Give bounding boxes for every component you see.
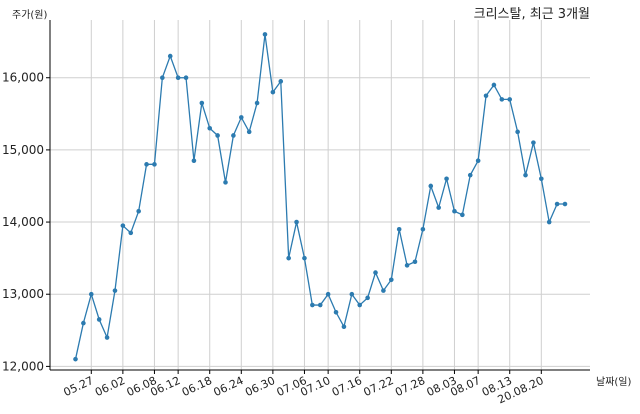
price-point: [160, 75, 165, 81]
x-tick-label: 06.02: [93, 374, 127, 399]
price-point: [231, 133, 236, 138]
price-point: [96, 317, 102, 322]
price-point: [365, 295, 370, 301]
price-point: [199, 100, 205, 106]
price-point: [554, 201, 560, 207]
price-point: [507, 97, 513, 102]
price-point: [389, 277, 394, 283]
x-tick-label: 07.22: [362, 374, 396, 399]
price-point: [73, 356, 78, 362]
price-point: [436, 205, 441, 210]
price-point: [333, 309, 339, 315]
price-point: [428, 183, 434, 189]
price-point: [167, 53, 173, 59]
price-point: [531, 140, 536, 145]
x-axis-label: 날짜(일): [596, 376, 632, 388]
price-point: [223, 180, 228, 185]
price-point: [381, 288, 386, 293]
price-point: [286, 255, 291, 261]
price-point: [128, 230, 134, 236]
y-tick-labels: 12,000 13,000 14,000 15,000 16,000: [2, 71, 50, 373]
price-point: [246, 129, 252, 135]
price-point: [404, 263, 410, 268]
price-point: [112, 288, 118, 293]
x-tick-label: 07.28: [393, 374, 427, 399]
y-tick-label: 14,000: [2, 215, 44, 229]
price-point: [491, 82, 497, 88]
price-point: [175, 75, 181, 81]
price-points: [73, 32, 568, 362]
y-tick-label: 15,000: [2, 143, 44, 157]
price-point: [420, 226, 426, 232]
price-point: [120, 223, 126, 228]
x-tick-label: 06.18: [180, 374, 214, 399]
axes: [49, 20, 590, 371]
price-point: [546, 219, 552, 225]
price-point: [262, 32, 268, 37]
price-point: [183, 75, 189, 81]
price-point: [81, 320, 86, 326]
x-tick-label: 06.30: [243, 374, 277, 399]
price-point: [310, 302, 315, 308]
x-tick-label: 07.16: [330, 374, 364, 399]
price-point: [412, 259, 418, 265]
y-axis-label: 주가(원): [12, 9, 48, 21]
price-point: [152, 162, 157, 167]
price-point: [254, 100, 260, 106]
chart-title: 크리스탈, 최근 3개월: [474, 7, 590, 22]
y-tick-label: 12,000: [2, 359, 44, 373]
price-point: [88, 291, 94, 297]
price-point: [396, 226, 402, 232]
price-point: [444, 176, 449, 182]
grid: [50, 20, 590, 370]
price-point: [302, 255, 307, 261]
y-tick-label: 13,000: [2, 287, 44, 301]
price-point: [475, 158, 481, 164]
x-tick-labels: 05.2706.0206.0806.1206.1806.2406.3007.06…: [62, 370, 546, 406]
price-point: [215, 133, 220, 138]
price-point: [562, 201, 568, 207]
price-point: [238, 115, 244, 120]
price-point: [294, 219, 299, 225]
price-line: [74, 34, 565, 360]
price-point: [270, 89, 276, 95]
price-point: [207, 125, 213, 131]
price-point: [325, 291, 331, 297]
price-point: [483, 93, 489, 99]
price-point: [452, 208, 457, 214]
price-point: [515, 129, 520, 135]
price-point: [523, 172, 528, 178]
price-point: [357, 302, 363, 308]
x-tick-label: 05.27: [62, 374, 96, 399]
price-point: [136, 208, 141, 214]
price-point: [499, 97, 505, 102]
price-point: [460, 212, 465, 218]
price-point: [104, 335, 110, 340]
price-point: [278, 79, 284, 84]
price-point: [467, 172, 473, 178]
price-point: [539, 176, 544, 182]
price-point: [144, 162, 149, 167]
price-point: [341, 324, 347, 330]
price-point: [349, 291, 355, 297]
x-tick-label: 06.24: [212, 374, 246, 399]
price-point: [317, 302, 323, 308]
y-tick-label: 16,000: [2, 71, 44, 85]
price-point: [373, 270, 378, 275]
price-point: [191, 158, 197, 164]
